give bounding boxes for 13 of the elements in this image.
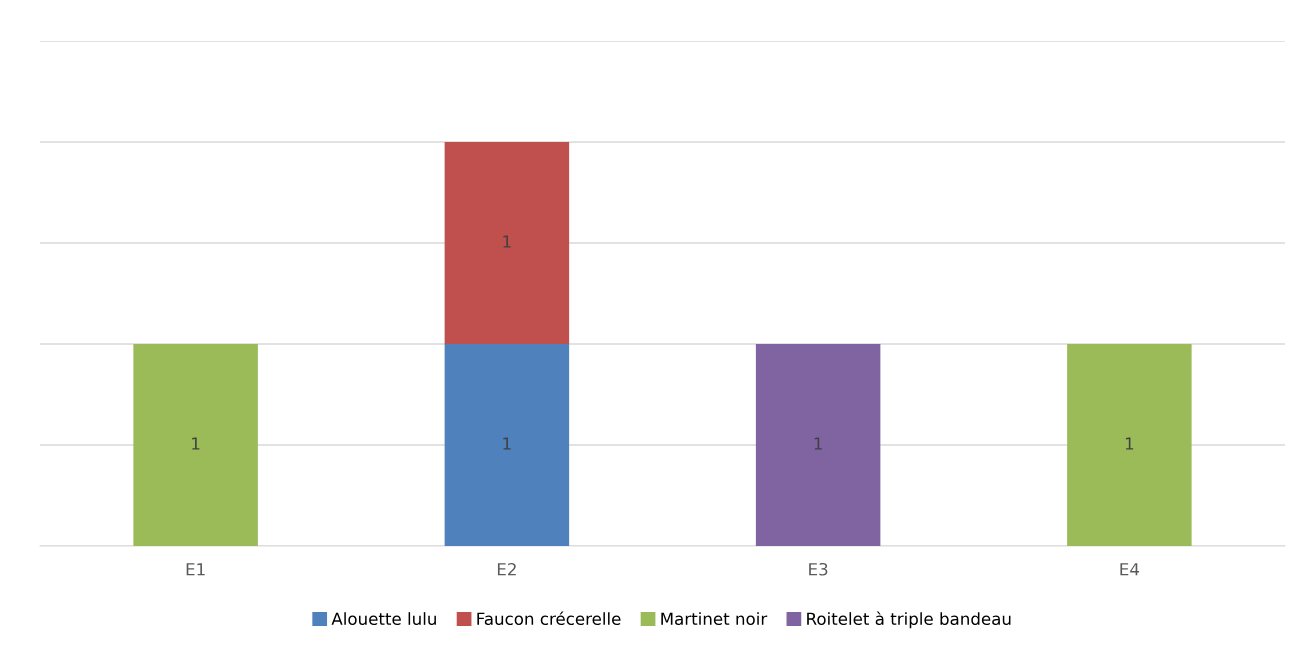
data-label: 1 (503, 235, 511, 248)
data-label: 1 (503, 437, 511, 450)
x-tick-label: E4 (1120, 563, 1140, 576)
data-label: 1 (192, 437, 200, 450)
x-tick-label: E2 (497, 562, 516, 576)
data-label: 1 (814, 437, 822, 450)
legend-label: Martinet noir (661, 612, 768, 626)
x-tick-label: E3 (809, 562, 828, 576)
x-tick-label: E1 (186, 563, 205, 576)
data-label: 1 (1125, 437, 1134, 450)
legend-label: Faucon crécerelle (477, 611, 621, 626)
legend-label: Alouette lulu (331, 612, 436, 626)
legend-label: Roitelet à triple bandeau (807, 611, 1011, 629)
